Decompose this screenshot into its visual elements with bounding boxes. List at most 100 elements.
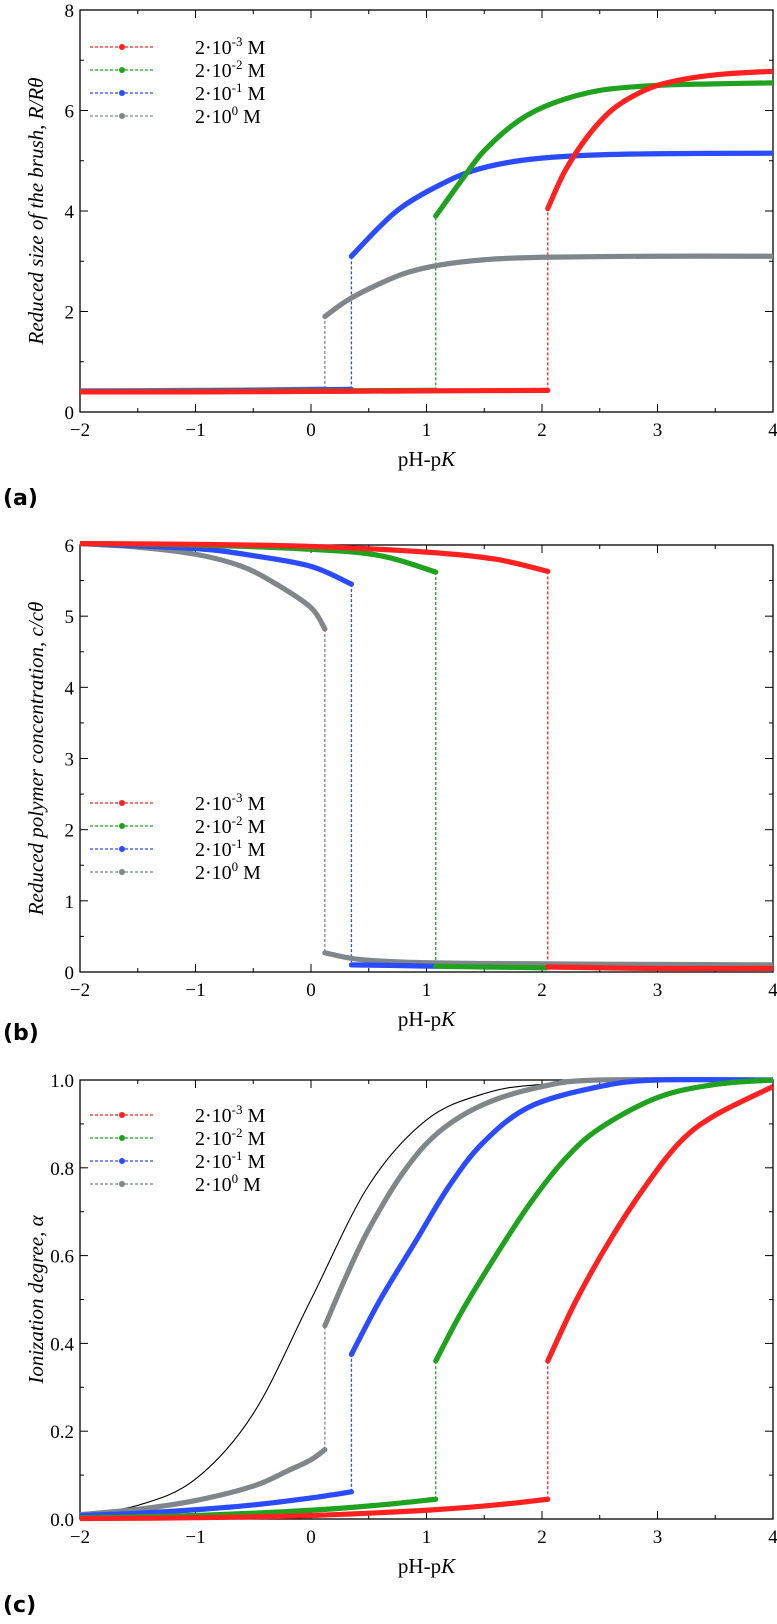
x-axis-title: pH-pK — [398, 1554, 456, 1578]
series-3-transition-marker-high — [348, 962, 355, 968]
series-3-transition-marker-low — [348, 581, 355, 587]
series-4-transition-marker-low — [322, 1447, 328, 1453]
x-tick-label: 0 — [306, 1527, 316, 1548]
x-tick-label: 4 — [768, 980, 777, 1001]
legend-label: 2·10-2 M — [195, 813, 266, 838]
plot-frame — [79, 544, 774, 973]
legend-item-1: 2·10-3 M — [90, 34, 266, 59]
x-tick-label: 3 — [653, 1527, 663, 1548]
legend-item-4: 2·100 M — [90, 1171, 261, 1196]
series-1-collapsed-line — [79, 387, 548, 395]
series-3-transition-marker-high — [348, 1351, 355, 1357]
y-tick-label: 4 — [65, 678, 75, 699]
legend-label: 2·10-2 M — [195, 57, 266, 82]
x-tick-label: 3 — [653, 980, 663, 1001]
legend-item-3: 2·10-1 M — [90, 836, 266, 861]
legend-label: 2·10-3 M — [195, 34, 266, 59]
y-tick-label: 1.0 — [50, 1071, 74, 1092]
series-1-transition-marker-high — [545, 1358, 551, 1364]
y-tick-label: 1 — [65, 892, 75, 913]
series-4-transition-marker-high — [322, 1323, 328, 1329]
series-3-swollen-line — [349, 1076, 774, 1356]
legend-item-1: 2·10-3 M — [90, 1102, 266, 1127]
y-tick-label: 2 — [65, 303, 75, 324]
x-tick-label: −1 — [185, 420, 205, 441]
panel-label: (c) — [3, 1593, 36, 1618]
x-axis-title: pH-pK — [398, 1007, 456, 1031]
legend-item-2: 2·10-2 M — [90, 813, 266, 838]
legend-marker — [119, 800, 125, 806]
series-2-transition-marker-low — [433, 1496, 439, 1502]
legend-marker — [119, 869, 125, 875]
x-tick-label: 2 — [537, 1527, 547, 1548]
y-tick-label: 5 — [65, 607, 75, 628]
chart-panel-3: −2 −1 0 1 2 3 4 0.0 0.2 0.4 0.6 0.8 1.0 pH-pK Ionizati… — [3, 1071, 777, 1618]
series-2-swollen-line — [435, 963, 552, 971]
y-tick-label: 8 — [65, 1, 75, 22]
legend-item-2: 2·10-2 M — [90, 1125, 266, 1150]
legend-item-3: 2·10-1 M — [90, 1148, 266, 1173]
legend-marker — [119, 44, 125, 50]
series-2-swollen-line — [433, 1077, 774, 1363]
series-1-swollen-line — [545, 68, 774, 210]
series-2-transition-marker-high — [433, 963, 439, 969]
y-tick-label: 4 — [65, 202, 75, 223]
y-axis-title: Reduced polymer concentration, c/cθ — [24, 602, 48, 917]
x-tick-label: −1 — [185, 1527, 205, 1548]
legend-label: 2·10-3 M — [195, 1102, 266, 1127]
x-tick-label: 1 — [422, 1527, 432, 1548]
x-tick-label: −2 — [70, 980, 90, 1001]
y-tick-label: 0.6 — [50, 1247, 74, 1268]
series-1-transition-marker-high — [545, 964, 551, 970]
x-tick-label: 2 — [537, 980, 547, 1001]
series-2-transition-marker-high — [433, 1358, 439, 1364]
series-2-swollen-line — [433, 80, 774, 218]
y-tick-label: 0.8 — [50, 1159, 74, 1180]
series-1-transition-marker-low — [545, 387, 551, 393]
x-tick-label: −2 — [70, 1527, 90, 1548]
series-1-collapsed-line — [79, 1496, 549, 1522]
series-1-swollen-line — [547, 964, 774, 972]
legend-item-4: 2·100 M — [90, 103, 261, 128]
legend-item-4: 2·100 M — [90, 859, 261, 884]
y-tick-label: 0.2 — [50, 1422, 74, 1443]
legend-marker — [119, 1181, 125, 1187]
x-tick-label: 3 — [653, 420, 663, 441]
x-tick-label: 0 — [306, 420, 316, 441]
legend-label: 2·10-2 M — [195, 1125, 266, 1150]
series-4-swollen-line — [324, 950, 774, 968]
panel-label: (b) — [3, 1021, 39, 1046]
series-1-transition-marker-low — [545, 1496, 551, 1502]
chart-panel-2: −2 −1 0 1 2 3 4 0 1 2 3 4 5 6 pH-pK Reduced polymer con… — [3, 536, 777, 1046]
series-2-transition-marker-high — [433, 213, 439, 219]
y-axis-title: Ionization degree, α — [24, 1214, 48, 1384]
series-4-transition-marker-low — [322, 626, 328, 632]
legend-item-1: 2·10-3 M — [90, 790, 266, 815]
series-4-transition-marker-high — [322, 950, 328, 956]
legend-marker — [119, 90, 125, 96]
series-4-swollen-line — [322, 1076, 774, 1327]
series-4-transition-marker-high — [322, 313, 328, 320]
legend-marker — [119, 823, 125, 829]
x-tick-label: −2 — [70, 420, 90, 441]
legend-marker — [119, 113, 125, 119]
series-3-collapsed-line — [79, 1489, 352, 1519]
legend-label: 2·100 M — [195, 103, 261, 128]
chart-panel-1: −2 −1 0 1 2 3 4 0 2 4 6 8 pH-pK Reduced size of the b… — [3, 1, 777, 511]
legend-marker — [119, 1112, 125, 1118]
series-2-transition-marker-low — [433, 569, 439, 575]
x-tick-label: 4 — [768, 1527, 777, 1548]
y-tick-label: 2 — [65, 821, 75, 842]
series-3-swollen-line — [349, 150, 774, 259]
x-tick-label: 0 — [306, 980, 316, 1001]
legend-label: 2·10-1 M — [195, 836, 266, 861]
legend-marker — [119, 1158, 125, 1164]
x-tick-label: 2 — [537, 420, 547, 441]
legend-label: 2·10-1 M — [195, 80, 266, 105]
legend-label: 2·100 M — [195, 859, 261, 884]
series-3-transition-marker-high — [348, 253, 355, 259]
series-1-transition-marker-high — [545, 205, 551, 212]
series-4-swollen-line — [323, 253, 774, 319]
y-tick-label: 6 — [65, 536, 75, 557]
x-axis-title: pH-pK — [398, 447, 456, 471]
